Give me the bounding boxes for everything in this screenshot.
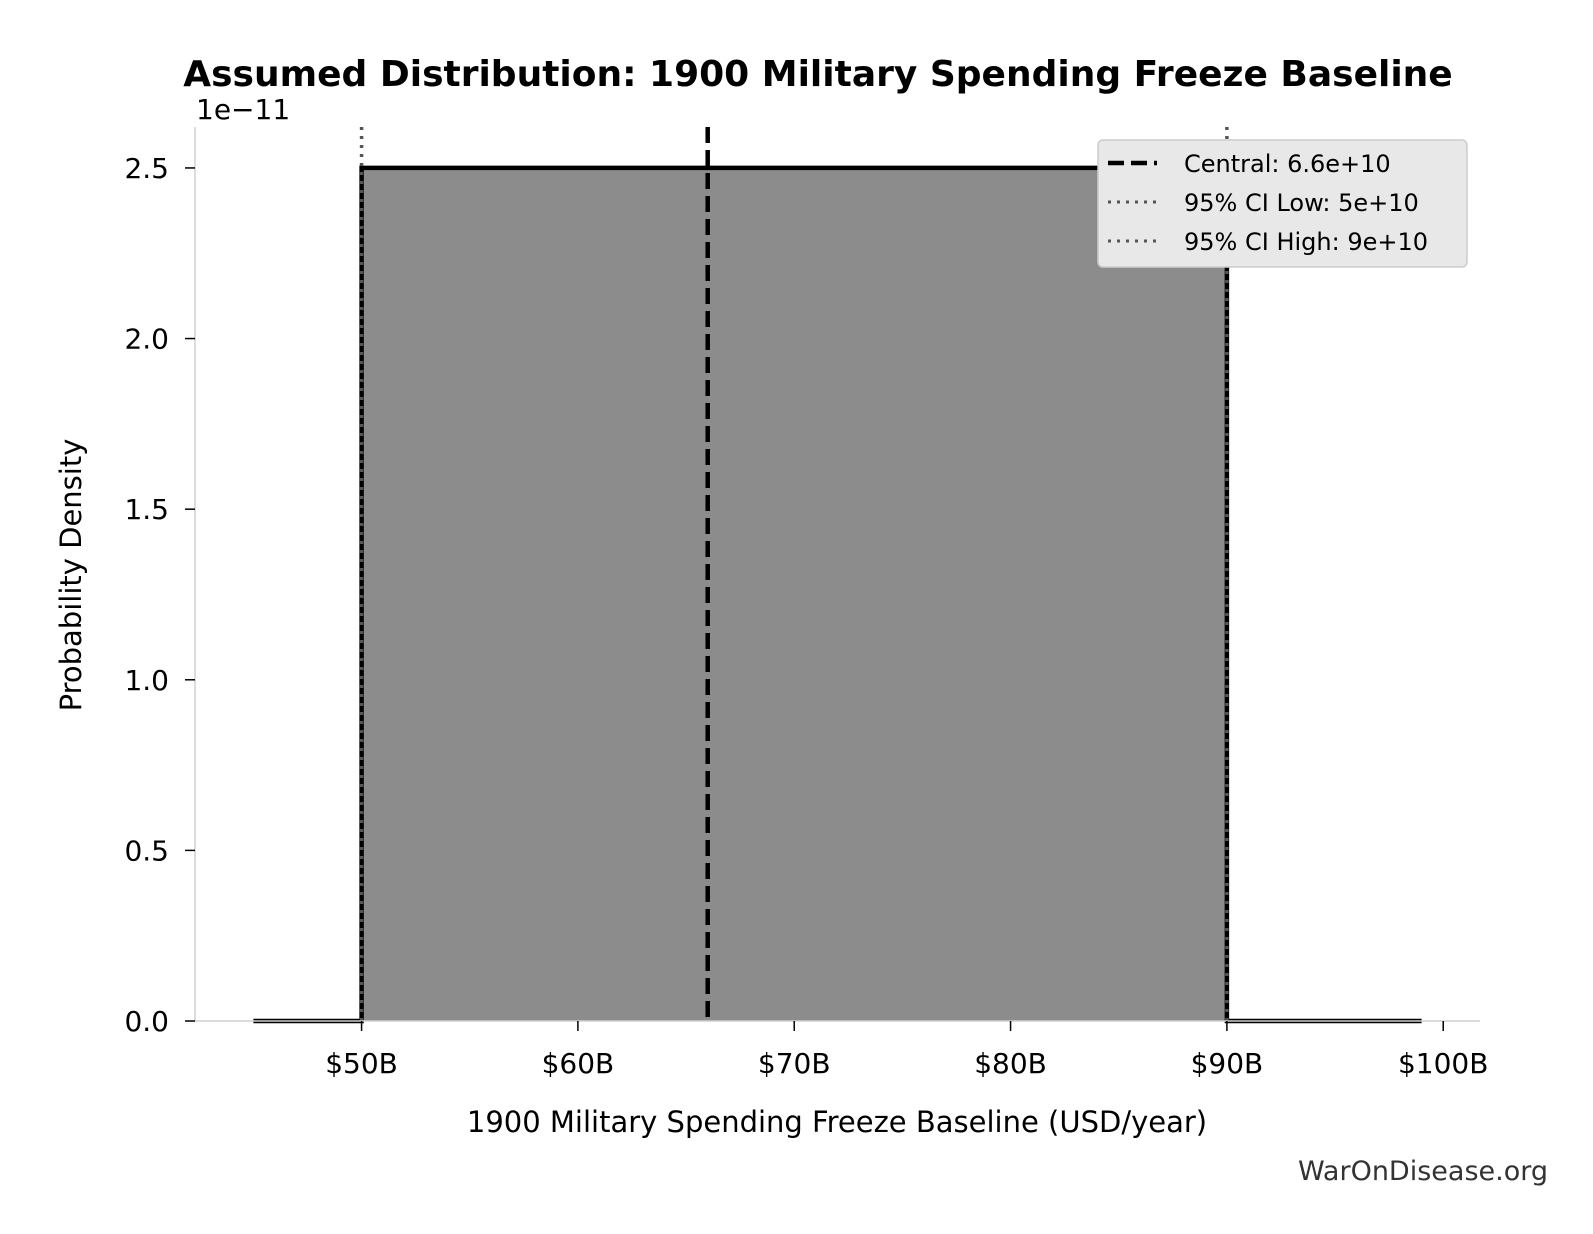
density-fill xyxy=(253,167,1422,1021)
x-tick-label: $100B xyxy=(1398,1047,1488,1080)
x-tick-label: $70B xyxy=(758,1047,831,1080)
legend-entry-label: Central: 6.6e+10 xyxy=(1184,150,1391,178)
x-tick-label: $60B xyxy=(542,1047,615,1080)
legend: Central: 6.6e+10 95% CI Low: 5e+10 95% CI … xyxy=(1097,139,1468,268)
legend-entry-label: 95% CI High: 9e+10 xyxy=(1184,228,1428,256)
x-tick-label: $50B xyxy=(325,1047,398,1080)
y-tick-label: 1.5 xyxy=(124,493,169,526)
y-tick-label: 0.5 xyxy=(124,834,169,867)
y-tick-label: 0.0 xyxy=(124,1005,169,1038)
x-axis-label: 1900 Military Spending Freeze Baseline (… xyxy=(467,1105,1207,1139)
y-tick-label: 2.0 xyxy=(124,323,169,356)
y-tick-label: 2.5 xyxy=(124,152,169,185)
x-tick-label: $80B xyxy=(974,1047,1047,1080)
x-ticks: $50B $60B $70B $80B $90B $100B xyxy=(325,1021,1488,1080)
x-tick-label: $90B xyxy=(1191,1047,1264,1080)
legend-box xyxy=(1097,139,1468,268)
legend-entry-label: 95% CI Low: 5e+10 xyxy=(1184,189,1419,217)
y-axis-label: Probability Density xyxy=(54,439,88,712)
y-tick-label: 1.0 xyxy=(124,664,169,697)
y-ticks: 0.0 0.5 1.0 1.5 2.0 2.5 xyxy=(124,152,195,1038)
chart-title: Assumed Distribution: 1900 Military Spen… xyxy=(183,54,1452,95)
y-offset-label: 1e−11 xyxy=(196,93,290,126)
watermark: WarOnDisease.org xyxy=(1298,1156,1548,1187)
